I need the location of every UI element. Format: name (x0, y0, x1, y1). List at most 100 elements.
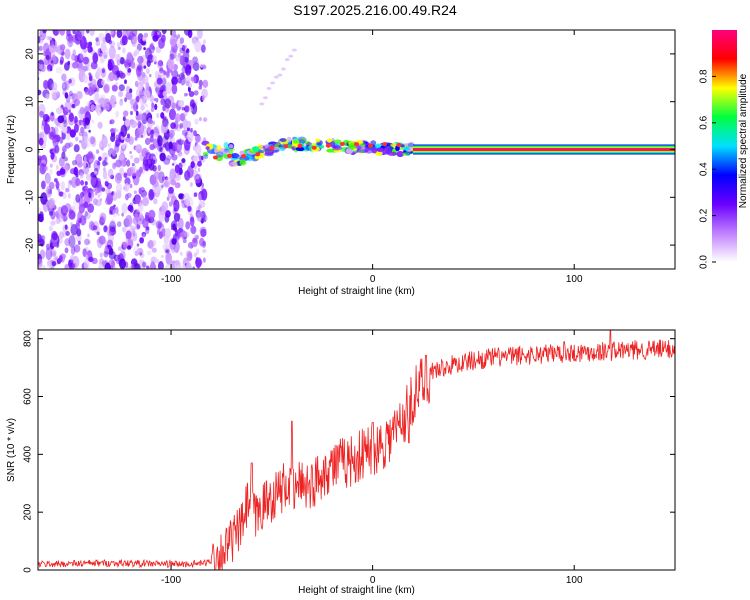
noise-speckle (149, 94, 154, 103)
noise-speckle (166, 196, 170, 201)
noise-speckle (79, 106, 85, 115)
tone-band-core (412, 148, 675, 151)
noise-speckle (145, 152, 152, 159)
noise-speckle (81, 38, 85, 43)
noise-speckle (115, 134, 120, 140)
noise-speckle (185, 64, 192, 76)
heatmap-y-axis-label: Frequency (Hz) (6, 115, 17, 184)
noise-speckle (118, 91, 124, 98)
noise-speckle (139, 252, 143, 256)
noise-speckle (95, 149, 100, 154)
noise-speckle (84, 125, 87, 129)
faint-streak (284, 58, 290, 62)
noise-speckle (58, 156, 65, 167)
noise-speckle (152, 156, 156, 160)
noise-speckle (85, 64, 92, 72)
noise-speckle (177, 99, 185, 107)
noise-speckle (177, 217, 184, 230)
noise-speckle (185, 105, 190, 112)
noise-speckle (142, 261, 147, 268)
noise-speckle (65, 231, 70, 236)
tone-blob (272, 146, 279, 151)
tone-blob (295, 146, 305, 152)
noise-speckle (185, 250, 192, 258)
noise-speckle (181, 139, 185, 145)
noise-speckle (45, 93, 50, 100)
tone-peak (241, 154, 247, 159)
noise-speckle (161, 98, 164, 103)
noise-speckle (88, 75, 93, 82)
noise-speckle (164, 98, 172, 109)
tone-blob (407, 142, 414, 148)
noise-speckle (181, 199, 185, 204)
heatmap-x-tick-label: -100 (161, 274, 181, 285)
noise-speckle (117, 213, 120, 217)
noise-speckle (150, 107, 155, 113)
noise-speckle (48, 225, 53, 232)
noise-speckle (186, 120, 192, 129)
noise-speckle (77, 110, 81, 114)
tone-peak (339, 142, 345, 146)
noise-speckle (38, 238, 45, 246)
noise-speckle (38, 155, 42, 161)
noise-speckle (146, 68, 150, 75)
noise-speckle (174, 182, 181, 189)
noise-speckle (134, 263, 141, 269)
noise-speckle (84, 185, 89, 191)
noise-speckle (187, 129, 194, 143)
noise-speckle (156, 112, 160, 119)
noise-speckle (190, 225, 197, 234)
noise-speckle (182, 112, 187, 119)
noise-speckle (39, 163, 47, 175)
noise-speckle (198, 200, 206, 208)
noise-speckle (145, 226, 150, 235)
noise-speckle (38, 89, 42, 96)
noise-speckle (162, 135, 169, 144)
noise-speckle (171, 153, 174, 158)
noise-speckle (190, 161, 195, 169)
noise-speckle (123, 110, 129, 117)
noise-speckle (147, 117, 154, 130)
noise-speckle (67, 35, 74, 48)
noise-speckle (79, 172, 84, 179)
noise-speckle (64, 203, 72, 213)
noise-speckle (104, 262, 111, 269)
heatmap-x-axis-label: Height of straight line (km) (298, 286, 415, 297)
noise-speckle (144, 137, 151, 145)
noise-speckle (116, 70, 121, 78)
noise-speckle (119, 57, 125, 65)
noise-speckle (82, 74, 89, 84)
noise-speckle (88, 163, 91, 169)
noise-speckle (125, 230, 132, 240)
heatmap-y-tick-label: 20 (25, 48, 36, 60)
snr-plot-area (38, 330, 675, 570)
faint-streak (277, 73, 283, 77)
colorbar-tick-label: 0.4 (699, 162, 710, 176)
noise-speckle (58, 255, 63, 262)
noise-speckle (61, 125, 68, 134)
noise-speckle (115, 183, 123, 193)
noise-speckle (44, 61, 49, 65)
noise-speckle (75, 136, 79, 142)
noise-speckle (161, 255, 164, 258)
noise-speckle (185, 262, 192, 269)
noise-speckle (97, 190, 102, 197)
noise-speckle (110, 219, 116, 227)
faint-streak (281, 67, 286, 71)
noise-speckle (192, 62, 200, 72)
noise-speckle (124, 157, 128, 161)
noise-speckle (112, 191, 119, 199)
noise-speckle (201, 188, 208, 201)
noise-speckle (199, 117, 202, 122)
noise-speckle (168, 141, 173, 150)
noise-speckle (127, 133, 130, 139)
noise-speckle (73, 123, 79, 133)
snr-y-axis-label: SNR (10 * v/v) (6, 418, 17, 482)
noise-speckle (40, 64, 46, 73)
noise-speckle (51, 82, 58, 91)
noise-speckle (119, 72, 126, 79)
noise-speckle (57, 115, 65, 124)
noise-speckle (135, 89, 141, 97)
noise-speckle (142, 156, 148, 167)
noise-speckle (68, 112, 74, 122)
